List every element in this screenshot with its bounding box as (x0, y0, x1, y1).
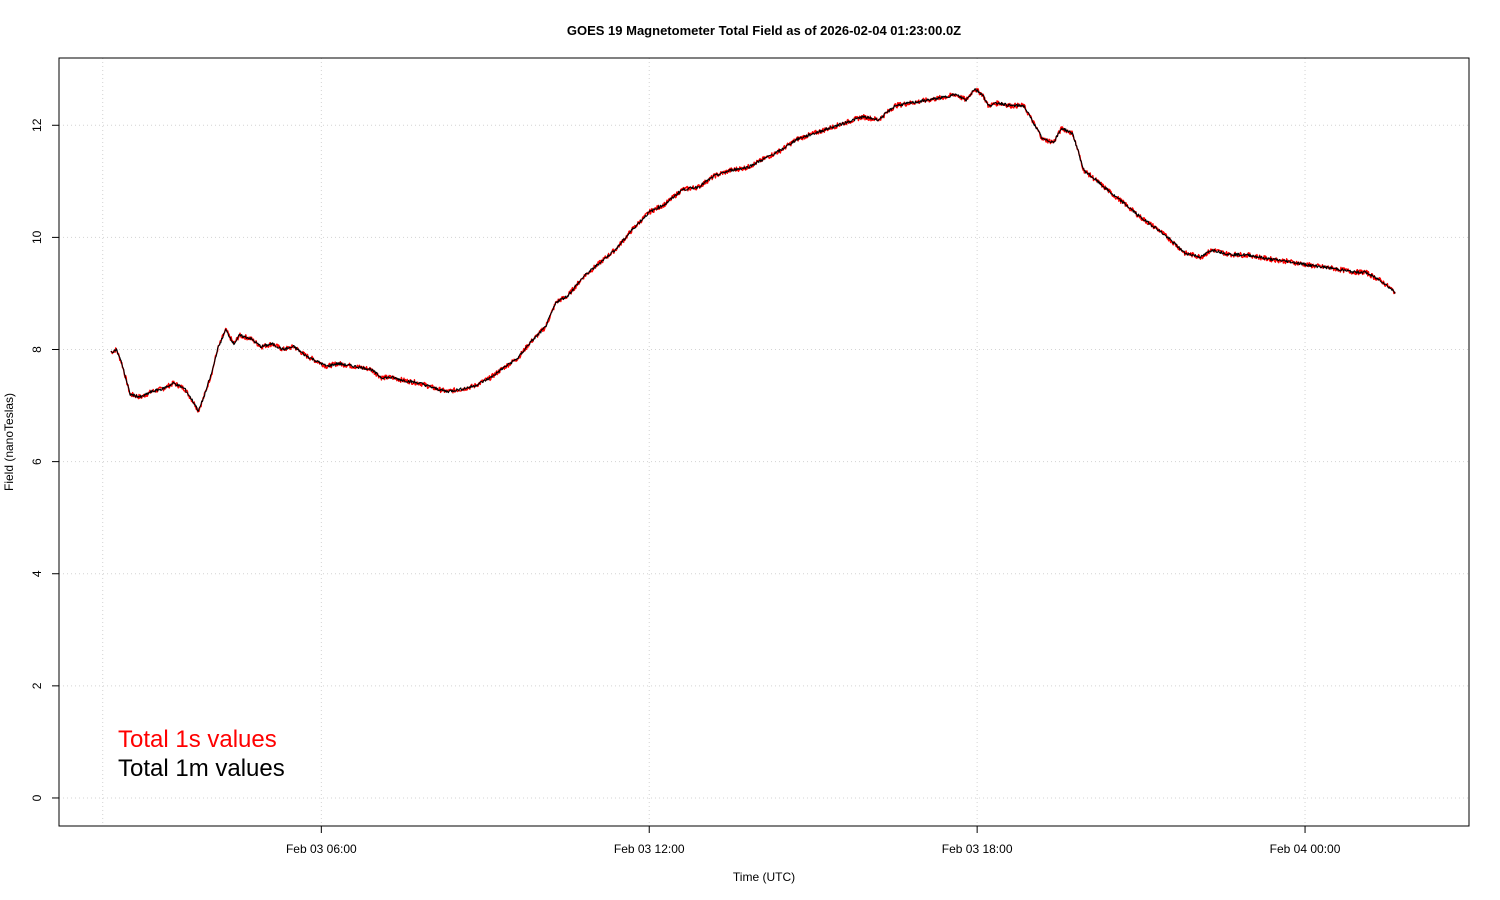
series-line-1m (110, 88, 1396, 412)
y-tick-label: 4 (30, 570, 44, 577)
chart-title: GOES 19 Magnetometer Total Field as of 2… (567, 23, 961, 38)
x-tick-label: Feb 04 00:00 (1270, 842, 1341, 856)
x-tick-label: Feb 03 06:00 (286, 842, 357, 856)
y-tick-label: 10 (30, 230, 44, 244)
series-line-1s (110, 87, 1396, 413)
grid (59, 58, 1469, 826)
y-tick-label: 0 (30, 794, 44, 801)
y-axis-label: Field (nanoTeslas) (2, 393, 16, 491)
y-tick-label: 6 (30, 458, 44, 465)
series-group (110, 87, 1396, 413)
legend-entry-1s: Total 1s values (118, 726, 277, 753)
y-tick-label: 8 (30, 346, 44, 353)
legend-entry-1m: Total 1m values (118, 755, 285, 782)
x-axis-label: Time (UTC) (733, 870, 795, 884)
plot-frame (58, 57, 1470, 827)
x-tick-label: Feb 03 12:00 (614, 842, 685, 856)
x-tick-label: Feb 03 18:00 (942, 842, 1013, 856)
y-tick-label: 12 (30, 118, 44, 132)
y-tick-label: 2 (30, 682, 44, 689)
axes: 0 2 4 6 8 10 12 Feb 03 06:00 Feb 03 12:00 Feb 03 … (30, 118, 1341, 856)
